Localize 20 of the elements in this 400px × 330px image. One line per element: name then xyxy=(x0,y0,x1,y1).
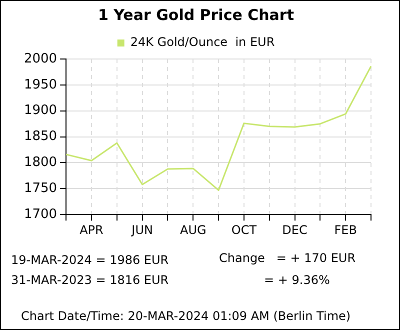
y-tick-label: 1750 xyxy=(24,181,58,196)
text: = + 9.36% xyxy=(264,273,330,287)
text: Change = + 170 EUR xyxy=(219,251,356,265)
legend-label: 24K Gold/Ounce in EUR xyxy=(130,35,275,50)
y-tick-label: 1700 xyxy=(24,206,58,222)
x-tick-label: APR xyxy=(80,222,104,237)
chart-title: 1 Year Gold Price Chart xyxy=(98,6,294,24)
y-tick-label: 1800 xyxy=(24,155,58,170)
text: 31-MAR-2023 = 1816 EUR xyxy=(11,273,169,287)
y-tick-label: 1900 xyxy=(24,103,58,118)
x-tick-label: FEB xyxy=(334,222,357,237)
y-tick-label: 2000 xyxy=(24,51,58,66)
text: Chart Date/Time: 20-MAR-2024 01:09 AM (Berlin Time) xyxy=(21,309,351,323)
y-tick-label: 1850 xyxy=(24,129,58,144)
x-tick-label: AUG xyxy=(180,222,206,237)
text: 19-MAR-2024 = 1986 EUR xyxy=(11,253,169,267)
x-tick-label: DEC xyxy=(282,222,308,237)
x-tick-label: JUN xyxy=(130,222,153,237)
x-tick-label: OCT xyxy=(231,222,258,237)
y-tick-label: 1950 xyxy=(24,77,58,92)
